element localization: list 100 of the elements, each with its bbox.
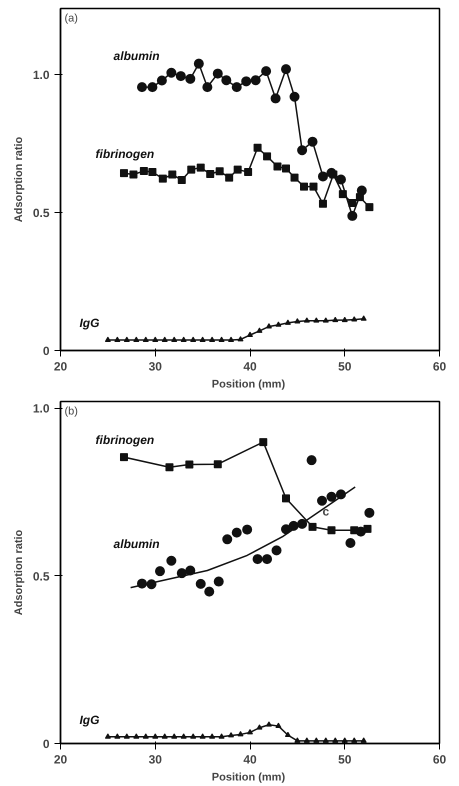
point	[263, 152, 272, 160]
x-tick-label: 50	[338, 752, 352, 766]
point	[214, 576, 224, 587]
point	[142, 733, 149, 739]
point	[336, 174, 346, 184]
point	[309, 182, 318, 191]
point	[104, 733, 111, 739]
annotation: (a)	[64, 12, 78, 24]
point	[332, 316, 338, 322]
point	[204, 586, 214, 597]
point	[133, 336, 140, 342]
point	[190, 733, 196, 739]
x-tick-label: 40	[243, 360, 257, 374]
point	[158, 174, 167, 183]
point	[308, 522, 317, 531]
point	[290, 92, 300, 102]
point	[196, 164, 205, 172]
point	[313, 317, 320, 323]
y-axis-title: Adsorption ratio	[12, 529, 25, 616]
point	[261, 66, 272, 76]
point	[318, 171, 328, 182]
point	[194, 58, 204, 69]
x-axis-title: Position (mm)	[212, 772, 286, 784]
point	[275, 321, 282, 327]
point	[209, 733, 216, 739]
x-tick-label: 30	[148, 360, 162, 374]
point	[329, 170, 338, 179]
point	[165, 463, 174, 472]
point	[180, 336, 187, 342]
point	[241, 76, 252, 86]
point	[290, 174, 299, 182]
point	[228, 732, 234, 738]
y-axis-title: Adsorption ratio	[12, 136, 25, 222]
point	[156, 75, 167, 86]
point	[273, 162, 282, 171]
point	[254, 144, 262, 152]
point	[187, 166, 196, 174]
point	[356, 193, 364, 202]
point	[168, 170, 176, 179]
point	[318, 200, 327, 208]
point	[327, 526, 336, 534]
point	[332, 737, 338, 743]
point	[281, 64, 292, 74]
point	[282, 494, 290, 502]
point	[365, 203, 374, 212]
point	[304, 737, 310, 743]
point	[176, 71, 186, 82]
point	[140, 166, 148, 175]
y-tick-label: 0.5	[32, 569, 50, 584]
point	[200, 336, 206, 342]
point	[247, 332, 253, 337]
point	[313, 737, 320, 743]
point	[206, 170, 214, 178]
series-label: IgG	[79, 712, 100, 727]
point	[342, 737, 348, 743]
point	[129, 170, 138, 179]
point	[266, 721, 272, 727]
x-tick-label: 40	[243, 752, 257, 766]
point	[218, 336, 225, 342]
x-tick-label: 50	[338, 360, 352, 374]
point	[282, 164, 290, 172]
point	[234, 166, 242, 174]
point	[124, 336, 130, 342]
x-axis-title: Position (mm)	[212, 378, 286, 390]
point	[356, 526, 366, 537]
point	[308, 136, 318, 147]
point	[124, 733, 130, 739]
point	[262, 554, 272, 564]
series-label: albumin	[114, 536, 160, 551]
point	[232, 528, 242, 538]
point	[270, 93, 281, 104]
point	[178, 176, 186, 184]
point	[162, 733, 168, 739]
point	[162, 336, 168, 342]
point	[221, 75, 232, 86]
point	[259, 438, 268, 446]
point	[114, 336, 120, 342]
point	[242, 524, 252, 535]
point	[225, 174, 234, 182]
point	[256, 328, 262, 333]
point	[148, 168, 156, 176]
y-tick-label: 0.5	[32, 206, 50, 220]
point	[306, 455, 317, 466]
point	[275, 722, 282, 728]
point	[228, 336, 234, 342]
point	[294, 318, 300, 324]
point	[322, 317, 329, 323]
point	[238, 731, 244, 736]
point	[214, 460, 222, 468]
annotation: (b)	[64, 406, 78, 418]
point	[348, 198, 356, 207]
y-tick-label: 1.0	[32, 402, 50, 416]
point	[185, 74, 196, 84]
x-tick-label: 60	[432, 360, 446, 374]
series-label: fibrinogen	[96, 433, 154, 448]
point	[342, 316, 348, 322]
point	[322, 737, 329, 743]
point	[222, 534, 232, 544]
point	[297, 145, 308, 156]
point	[152, 733, 158, 739]
